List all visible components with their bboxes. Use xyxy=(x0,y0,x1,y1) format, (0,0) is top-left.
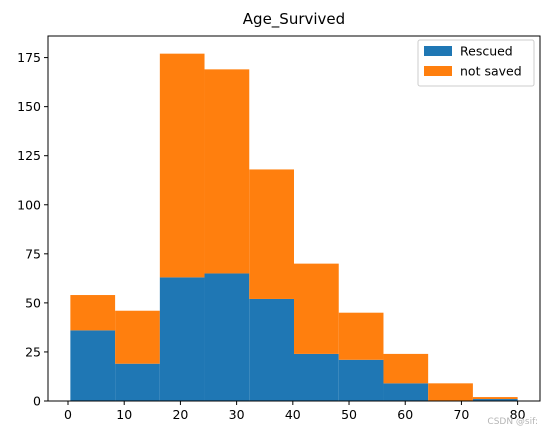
bar-not-saved-1 xyxy=(115,310,160,364)
x-tick-label: 20 xyxy=(172,407,188,422)
y-tick-label: 25 xyxy=(25,344,41,359)
bar-rescued-1 xyxy=(115,363,160,401)
chart-title: Age_Survived xyxy=(243,10,345,29)
y-tick-label: 75 xyxy=(25,246,41,261)
y-tick-label: 150 xyxy=(17,99,41,114)
bar-rescued-6 xyxy=(338,359,384,401)
y-tick-label: 100 xyxy=(17,197,41,212)
y-tick-label: 125 xyxy=(17,148,41,163)
y-tick-label: 50 xyxy=(25,295,41,310)
bar-rescued-9 xyxy=(472,399,518,401)
x-tick-label: 60 xyxy=(397,407,413,422)
y-axis: 0 25 50 75 100 125 150 175 xyxy=(17,50,48,409)
y-tick-label: 0 xyxy=(33,394,41,409)
x-axis: 0 10 20 30 40 50 60 70 80 xyxy=(64,401,526,422)
bar-rescued-7 xyxy=(383,383,429,401)
legend-label-rescued: Rescued xyxy=(460,44,513,59)
x-tick-label: 0 xyxy=(64,407,72,422)
legend-swatch-rescued xyxy=(424,46,452,56)
bar-not-saved-2 xyxy=(159,53,205,278)
bar-not-saved-3 xyxy=(204,69,250,274)
watermark-text: CSDN @sif: xyxy=(487,417,538,427)
bar-rescued-0 xyxy=(70,330,116,401)
x-tick-label: 10 xyxy=(116,407,132,422)
x-tick-label: 40 xyxy=(285,407,301,422)
bar-not-saved-7 xyxy=(383,353,429,384)
bar-not-saved-0 xyxy=(70,295,116,331)
legend: Rescued not saved xyxy=(417,39,535,87)
legend-swatch-not-saved xyxy=(424,66,452,76)
bar-rescued-5 xyxy=(294,353,339,401)
bar-not-saved-8 xyxy=(428,383,473,401)
bar-not-saved-6 xyxy=(338,312,384,360)
bar-rescued-2 xyxy=(159,277,205,401)
axes-frame xyxy=(47,35,541,402)
bars-group xyxy=(70,53,518,401)
bar-not-saved-5 xyxy=(294,263,339,354)
x-tick-label: 50 xyxy=(341,407,357,422)
bar-not-saved-4 xyxy=(249,169,294,299)
legend-label-not-saved: not saved xyxy=(460,64,522,79)
bar-rescued-4 xyxy=(249,298,294,401)
y-tick-label: 175 xyxy=(17,50,41,65)
x-tick-label: 70 xyxy=(453,407,469,422)
bar-rescued-3 xyxy=(204,273,250,401)
x-tick-label: 30 xyxy=(229,407,245,422)
x-tick-label: 80 xyxy=(510,407,526,422)
bar-not-saved-9 xyxy=(472,397,518,400)
